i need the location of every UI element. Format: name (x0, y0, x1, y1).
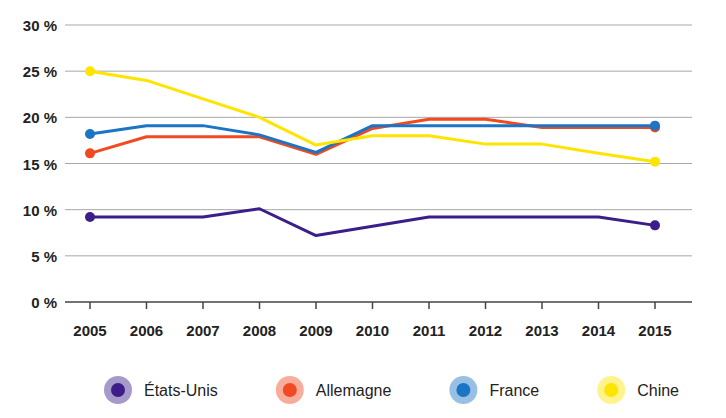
x-tick (541, 302, 543, 309)
y-tick-label: 10 % (23, 202, 57, 219)
x-tick-label: 2013 (525, 322, 558, 339)
x-tick-label: 2005 (73, 322, 106, 339)
series-marker (85, 129, 95, 139)
y-tick-label: 15 % (23, 156, 57, 173)
series-marker (650, 220, 660, 230)
grid-line (65, 255, 692, 256)
legend-label: Allemagne (316, 382, 392, 399)
grid-line (65, 25, 692, 26)
grid-line (65, 163, 692, 164)
x-tick (372, 302, 374, 309)
x-tick-label: 2006 (130, 322, 163, 339)
legend-swatch (604, 383, 618, 397)
series-marker (650, 121, 660, 131)
x-tick (146, 302, 148, 309)
x-tick-label: 2011 (413, 322, 446, 339)
series-group (85, 66, 660, 235)
legend-swatch (456, 383, 470, 397)
x-tick-label: 2009 (299, 322, 332, 339)
x-tick-label: 2008 (243, 322, 276, 339)
series-line (90, 209, 655, 236)
legend-swatch (111, 383, 125, 397)
series-line (90, 71, 655, 161)
legend-swatch-halo (597, 376, 625, 404)
x-tick-label: 2014 (582, 322, 616, 339)
legend-label: États-Unis (144, 381, 218, 399)
y-tick-label: 0 % (31, 294, 57, 311)
legend-swatch-halo (276, 376, 304, 404)
x-tick (654, 302, 656, 309)
x-tick-label: 2007 (186, 322, 219, 339)
y-tick-label: 25 % (23, 63, 57, 80)
legend-label: Chine (637, 382, 679, 399)
chart-container: 0 % 5 % 10 % 15 % 20 % 25 % 30 % 2005 2006 2007 20… (0, 0, 726, 418)
grid-line (65, 209, 692, 210)
x-tick (428, 302, 430, 309)
x-tick (485, 302, 487, 309)
grid-line (65, 117, 692, 118)
series-marker (650, 157, 660, 167)
x-tick (259, 302, 261, 309)
y-tick-label: 20 % (23, 109, 57, 126)
y-tick-label: 5 % (31, 248, 57, 265)
legend: États-Unis Allemagne France Chine (104, 376, 679, 404)
chart-svg: 0 % 5 % 10 % 15 % 20 % 25 % 30 % 2005 2006 2007 20… (0, 0, 726, 418)
x-tick-label: 2012 (469, 322, 502, 339)
x-tick (315, 302, 317, 309)
legend-swatch-halo (104, 376, 132, 404)
series-marker (85, 66, 95, 76)
legend-swatch-halo (449, 376, 477, 404)
legend-label: France (489, 382, 539, 399)
x-tick (89, 302, 91, 309)
grid-line (65, 71, 692, 72)
series-marker (85, 212, 95, 222)
x-tick (202, 302, 204, 309)
series-marker (85, 148, 95, 158)
x-tick-label: 2015 (638, 322, 671, 339)
x-tick-label: 2010 (356, 322, 389, 339)
grid (65, 25, 692, 302)
legend-swatch (283, 383, 297, 397)
x-tick (598, 302, 600, 309)
y-tick-label: 30 % (23, 17, 57, 34)
